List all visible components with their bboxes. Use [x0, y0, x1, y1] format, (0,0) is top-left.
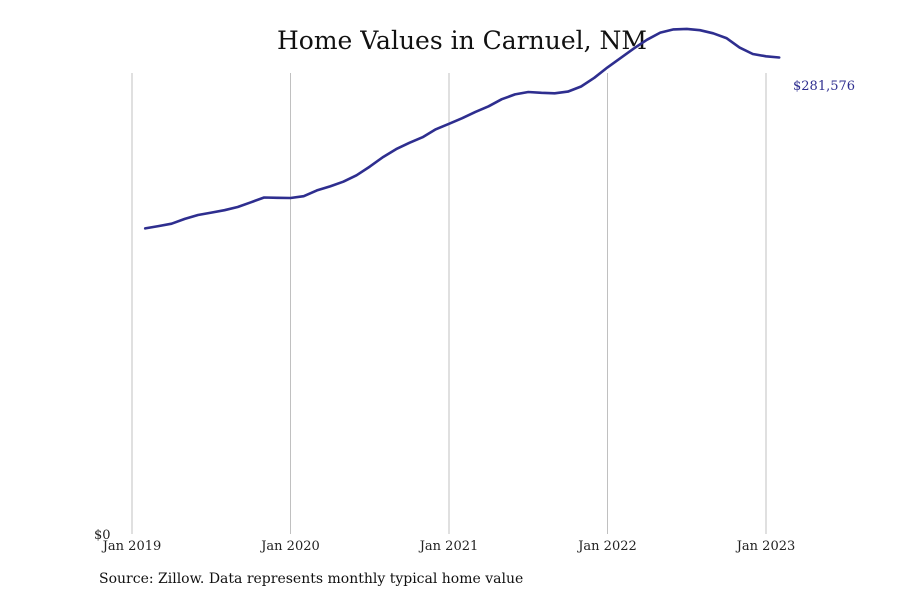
x-tick-label: Jan 2019: [101, 539, 162, 554]
source-note: Source: Zillow. Data represents monthly …: [99, 571, 524, 587]
series-line: [143, 27, 781, 230]
series: $281,576: [143, 27, 855, 230]
x-axis-ticks: Jan 2019 Jan 2020 Jan 2021 Jan 2022 Jan 2023: [101, 539, 796, 554]
chart-title: Home Values in Carnuel, NM: [276, 26, 648, 55]
x-tick-label: Jan 2023: [735, 539, 796, 554]
gridlines: [131, 73, 767, 534]
x-tick-label: Jan 2021: [418, 539, 479, 554]
last-value-label: $281,576: [793, 79, 855, 94]
x-tick-label: Jan 2020: [259, 539, 320, 554]
x-tick-label: Jan 2022: [576, 539, 637, 554]
y-tick-label: $0: [94, 528, 111, 543]
